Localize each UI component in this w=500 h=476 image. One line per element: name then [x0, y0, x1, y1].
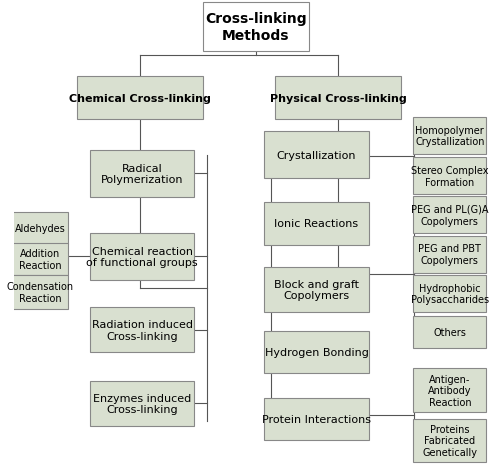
- Text: Radical
Polymerization: Radical Polymerization: [101, 163, 184, 185]
- FancyBboxPatch shape: [202, 2, 310, 52]
- Text: Ionic Reactions: Ionic Reactions: [274, 219, 358, 229]
- Text: Condensation
Reaction: Condensation Reaction: [6, 282, 74, 303]
- Text: Cross-linking
Methods: Cross-linking Methods: [205, 12, 307, 42]
- Text: Hydrogen Bonding: Hydrogen Bonding: [264, 347, 368, 357]
- FancyBboxPatch shape: [76, 77, 202, 119]
- FancyBboxPatch shape: [414, 118, 486, 155]
- FancyBboxPatch shape: [264, 131, 368, 179]
- Text: Aldehydes: Aldehydes: [15, 224, 66, 234]
- Text: Others: Others: [434, 327, 466, 337]
- FancyBboxPatch shape: [264, 202, 368, 245]
- Text: Proteins
Fabricated
Genetically: Proteins Fabricated Genetically: [422, 424, 478, 457]
- Text: PEG and PL(G)A
Copolymers: PEG and PL(G)A Copolymers: [411, 205, 488, 226]
- Text: PEG and PBT
Copolymers: PEG and PBT Copolymers: [418, 244, 482, 265]
- Text: Antigen-
Antibody
Reaction: Antigen- Antibody Reaction: [428, 374, 472, 407]
- Text: Enzymes induced
Cross-linking: Enzymes induced Cross-linking: [93, 393, 191, 415]
- Text: Hydrophobic
Polysaccharides: Hydrophobic Polysaccharides: [411, 283, 489, 305]
- FancyBboxPatch shape: [12, 243, 68, 276]
- Text: Homopolymer
Crystallization: Homopolymer Crystallization: [415, 126, 484, 147]
- Text: Block and graft
Copolymers: Block and graft Copolymers: [274, 279, 359, 301]
- FancyBboxPatch shape: [414, 236, 486, 273]
- Text: Addition
Reaction: Addition Reaction: [19, 248, 61, 270]
- FancyBboxPatch shape: [264, 268, 368, 313]
- FancyBboxPatch shape: [414, 419, 486, 462]
- FancyBboxPatch shape: [264, 332, 368, 373]
- FancyBboxPatch shape: [414, 197, 486, 234]
- FancyBboxPatch shape: [90, 308, 194, 353]
- Text: Stereo Complex
Formation: Stereo Complex Formation: [411, 166, 488, 187]
- Text: Protein Interactions: Protein Interactions: [262, 414, 371, 424]
- FancyBboxPatch shape: [276, 77, 402, 119]
- Text: Chemical Cross-linking: Chemical Cross-linking: [68, 93, 210, 103]
- Text: Chemical reaction
of functional groups: Chemical reaction of functional groups: [86, 246, 198, 268]
- FancyBboxPatch shape: [414, 368, 486, 412]
- Text: Crystallization: Crystallization: [277, 150, 356, 160]
- FancyBboxPatch shape: [414, 158, 486, 195]
- FancyBboxPatch shape: [90, 381, 194, 426]
- Text: Radiation induced
Cross-linking: Radiation induced Cross-linking: [92, 319, 192, 341]
- FancyBboxPatch shape: [90, 150, 194, 198]
- FancyBboxPatch shape: [414, 276, 486, 312]
- FancyBboxPatch shape: [90, 233, 194, 280]
- FancyBboxPatch shape: [12, 276, 68, 309]
- Text: Physical Cross-linking: Physical Cross-linking: [270, 93, 406, 103]
- FancyBboxPatch shape: [264, 398, 368, 440]
- FancyBboxPatch shape: [12, 212, 68, 245]
- FancyBboxPatch shape: [414, 317, 486, 349]
